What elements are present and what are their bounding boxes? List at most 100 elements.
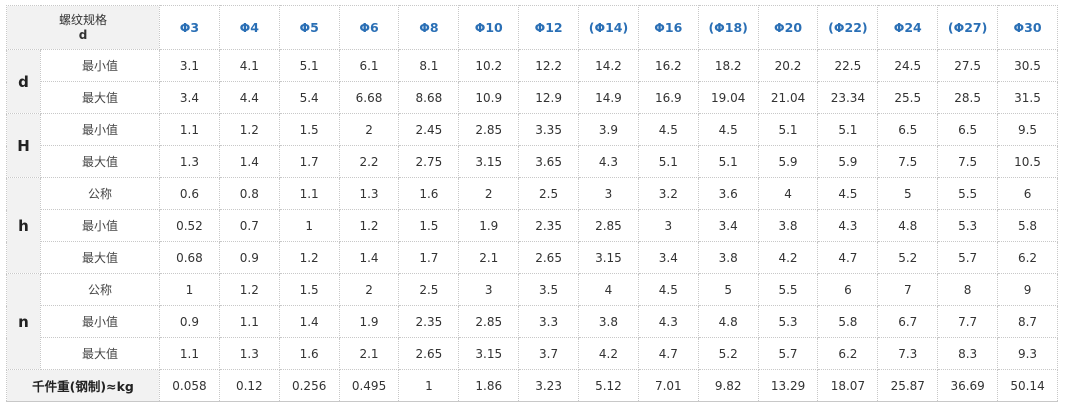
table-cell: 5.1 bbox=[278, 49, 340, 82]
table-cell: 1.3 bbox=[218, 337, 280, 370]
table-cell: 23.34 bbox=[817, 81, 879, 114]
table-cell: 2.1 bbox=[458, 241, 520, 274]
table-cell: 5.8 bbox=[997, 209, 1058, 242]
table-cell: 3 bbox=[637, 209, 699, 242]
table-cell: 1.6 bbox=[398, 177, 460, 210]
table-cell: 10.9 bbox=[458, 81, 520, 114]
table-cell: 6.1 bbox=[338, 49, 400, 82]
table-cell: 5.3 bbox=[757, 305, 819, 338]
table-cell: 16.9 bbox=[637, 81, 699, 114]
table-cell: 0.8 bbox=[218, 177, 280, 210]
table-cell: 5.1 bbox=[697, 145, 759, 178]
table-cell: 2.85 bbox=[458, 305, 520, 338]
table-cell: 1.2 bbox=[218, 113, 280, 146]
weight-cell: 3.23 bbox=[518, 369, 580, 402]
table-cell: 5.5 bbox=[757, 273, 819, 306]
table-cell: 12.9 bbox=[518, 81, 580, 114]
table-cell: 5.7 bbox=[757, 337, 819, 370]
table-cell: 1.3 bbox=[338, 177, 400, 210]
table-cell: 5.1 bbox=[637, 145, 699, 178]
table-cell: 5.8 bbox=[817, 305, 879, 338]
table-cell: 4.7 bbox=[637, 337, 699, 370]
group-label: n bbox=[6, 273, 41, 370]
table-cell: 6.7 bbox=[877, 305, 939, 338]
size-header: Φ3 bbox=[159, 5, 220, 50]
table-cell: 7 bbox=[877, 273, 939, 306]
row-label: 最小值 bbox=[39, 113, 161, 146]
table-cell: 3.9 bbox=[578, 113, 639, 146]
table-cell: 4.2 bbox=[757, 241, 819, 274]
table-cell: 8.68 bbox=[398, 81, 460, 114]
table-body: d 最小值 3.1 4.1 5.1 6.1 8.1 10.2 12.2 14.2 16.2 18.2 2… bbox=[5, 49, 1058, 402]
table-cell: 4.5 bbox=[637, 273, 699, 306]
table-cell: 3.7 bbox=[518, 337, 580, 370]
size-header: Φ5 bbox=[278, 5, 340, 50]
table-cell: 3.15 bbox=[578, 241, 639, 274]
table-cell: 14.9 bbox=[578, 81, 639, 114]
table-cell: 1.3 bbox=[159, 145, 220, 178]
table-cell: 4.5 bbox=[817, 177, 879, 210]
table-cell: 27.5 bbox=[937, 49, 999, 82]
size-header: Φ6 bbox=[338, 5, 400, 50]
table-cell: 2.2 bbox=[338, 145, 400, 178]
size-header: Φ20 bbox=[757, 5, 819, 50]
table-cell: 1.7 bbox=[278, 145, 340, 178]
table-cell: 5 bbox=[877, 177, 939, 210]
table-cell: 1.9 bbox=[338, 305, 400, 338]
table-cell: 0.9 bbox=[218, 241, 280, 274]
size-header: Φ16 bbox=[637, 5, 699, 50]
table-cell: 8 bbox=[937, 273, 999, 306]
weight-cell: 0.256 bbox=[278, 369, 340, 402]
table-row: d 最小值 3.1 4.1 5.1 6.1 8.1 10.2 12.2 14.2 16.2 18.2 2… bbox=[6, 49, 1058, 114]
weight-cell: 25.87 bbox=[877, 369, 939, 402]
table-cell: 5.9 bbox=[757, 145, 819, 178]
table-cell: 6 bbox=[817, 273, 879, 306]
table-cell: 3 bbox=[578, 177, 639, 210]
header-title: 螺纹规格 bbox=[59, 12, 108, 27]
size-header: Φ4 bbox=[218, 5, 280, 50]
table-cell: 2 bbox=[338, 273, 400, 306]
table-cell: 4.3 bbox=[817, 209, 879, 242]
table-cell: 3.2 bbox=[637, 177, 699, 210]
weight-cell: 1 bbox=[398, 369, 460, 402]
table-row: 最小值 0.9 1.1 1.4 1.9 2.35 2.85 3.3 3.8 4.3 4.8 5.3 5.… bbox=[7, 305, 1058, 338]
table-cell: 2.35 bbox=[518, 209, 580, 242]
table-row: n 公称 1 1.2 1.5 2 2.5 3 3.5 4 4.5 5 5.5 6 7 8 9 bbox=[6, 273, 1058, 370]
table-row: H 最小值 1.1 1.2 1.5 2 2.45 2.85 3.35 3.9 4.5 4.5 5.1 5.… bbox=[6, 113, 1058, 178]
table-cell: 4.3 bbox=[637, 305, 699, 338]
size-header: (Φ22) bbox=[817, 5, 879, 50]
table-cell: 25.5 bbox=[877, 81, 939, 114]
table-cell: 3 bbox=[458, 273, 520, 306]
table-cell: 0.7 bbox=[218, 209, 280, 242]
table-cell: 5.4 bbox=[278, 81, 340, 114]
table-cell: 8.7 bbox=[997, 305, 1058, 338]
table-cell: 5.1 bbox=[757, 113, 819, 146]
table-cell: 21.04 bbox=[757, 81, 819, 114]
table-cell: 1.1 bbox=[218, 305, 280, 338]
table-cell: 3.1 bbox=[159, 49, 220, 82]
weight-cell: 0.495 bbox=[338, 369, 400, 402]
table-cell: 2.45 bbox=[398, 113, 460, 146]
table-cell: 1 bbox=[159, 273, 220, 306]
table-cell: 20.2 bbox=[757, 49, 819, 82]
size-header: (Φ14) bbox=[578, 5, 639, 50]
table-cell: 3.3 bbox=[518, 305, 580, 338]
table-cell: 5.1 bbox=[817, 113, 879, 146]
table-cell: 3.6 bbox=[697, 177, 759, 210]
table-cell: 10.2 bbox=[458, 49, 520, 82]
table-cell: 1.7 bbox=[398, 241, 460, 274]
table-cell: 6.5 bbox=[877, 113, 939, 146]
table-cell: 31.5 bbox=[997, 81, 1058, 114]
table-cell: 7.7 bbox=[937, 305, 999, 338]
table-cell: 19.04 bbox=[697, 81, 759, 114]
table-cell: 1.1 bbox=[278, 177, 340, 210]
weight-label: 千件重(钢制)≈kg bbox=[5, 369, 161, 402]
table-cell: 1.9 bbox=[458, 209, 520, 242]
weight-cell: 36.69 bbox=[937, 369, 999, 402]
row-label: 公称 bbox=[39, 177, 161, 210]
table-cell: 4.7 bbox=[817, 241, 879, 274]
table-cell: 1.4 bbox=[278, 305, 340, 338]
table-row: 最小值 0.52 0.7 1 1.2 1.5 1.9 2.35 2.85 3 3.4 3.8 4.3 4.… bbox=[7, 209, 1058, 242]
table-cell: 3.15 bbox=[458, 145, 520, 178]
table-cell: 3.8 bbox=[757, 209, 819, 242]
